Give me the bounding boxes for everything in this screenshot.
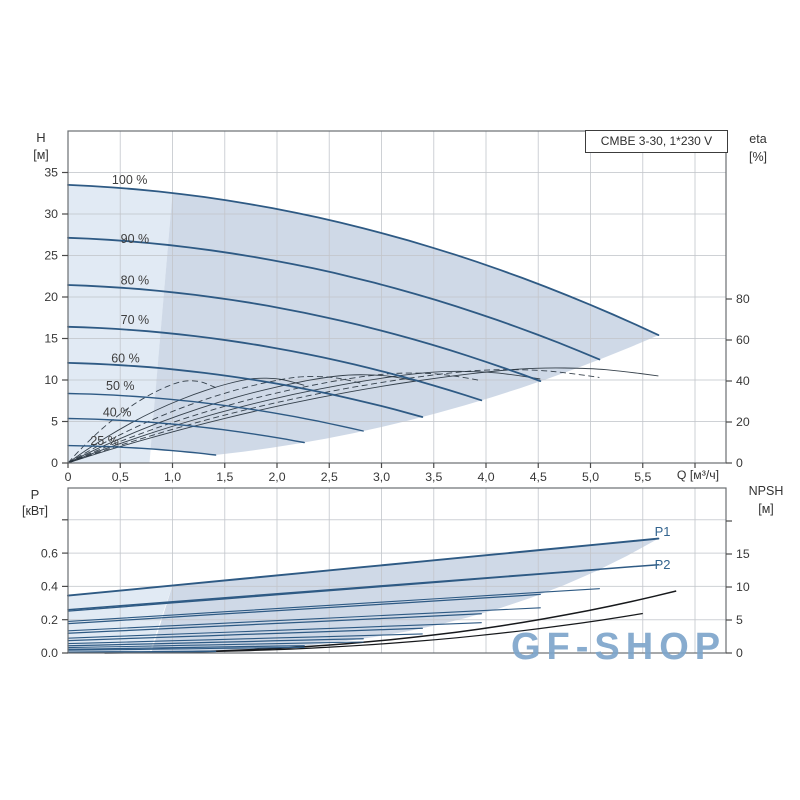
h-tick-label: 15 [44, 332, 58, 346]
eta-tick-label: 40 [736, 374, 750, 388]
q-tick-label: 0 [65, 470, 72, 484]
p1-label: P1 [655, 524, 671, 539]
npsh-tick-label: 5 [736, 613, 743, 627]
eta-curve-80% [67, 370, 541, 464]
top-speed-curves [67, 184, 660, 456]
bottom-axes: 0.0 0.2 0.4 0.6 0 5 10 15 [41, 487, 750, 660]
top-axes: 0 5 10 15 20 25 30 35 0 20 40 60 80 0 0,5 1,0 1,5 2,0 2,5 3… [44, 130, 750, 484]
eta-curve-90% [67, 369, 600, 464]
right-axis-name-eta: eta [749, 132, 767, 146]
pump-curve-80% [67, 284, 542, 382]
top-speed-labels: 100 % 90 % 80 % 70 % 60 % 50 % 40 % 25 % [90, 173, 149, 448]
right-axis-name-NPSH: NPSH [748, 484, 784, 498]
q-tick-label: 4,5 [530, 470, 547, 484]
left-axis-unit-m: [м] [33, 148, 49, 162]
pump-curve-60% [67, 362, 424, 418]
h-tick-label: 20 [44, 290, 58, 304]
p2-curve-speed-0.5 [67, 641, 364, 649]
left-axis-name-P: P [30, 487, 40, 502]
pump-curve-100% [67, 184, 660, 336]
p1-curve-speed-0.8 [67, 593, 541, 625]
chart-title-box: CMBE 3-30, 1*230 V [585, 130, 728, 153]
q-tick-label: 0,5 [112, 470, 129, 484]
q-tick-label: 3,5 [425, 470, 442, 484]
p-tick-label: 0.0 [41, 646, 58, 660]
speed-label-80%: 80 % [121, 273, 150, 287]
right-axis-unit-m: [м] [758, 502, 774, 516]
bottom-chart-frame [67, 487, 727, 654]
p-tick-label: 0.6 [41, 546, 58, 560]
speed-label-100%: 100 % [112, 173, 147, 187]
x-axis-label-Q: Q [м³/ч] [676, 468, 720, 482]
p2-curve-speed-0.8 [67, 607, 541, 632]
q-tick-label: 5,5 [634, 470, 651, 484]
speed-label-25%: 25 % [90, 434, 119, 448]
p1-curve-speed-0.4 [67, 645, 305, 650]
q-tick-label: 1,0 [164, 470, 181, 484]
h-tick-label: 25 [44, 249, 58, 263]
bottom-gridlines [68, 488, 726, 653]
speed-label-70%: 70 % [121, 313, 150, 327]
h-tick-label: 30 [44, 207, 58, 221]
speed-label-40%: 40 % [103, 405, 132, 419]
left-axis-name-H: H [36, 130, 46, 145]
pump-curve-40% [67, 417, 305, 444]
eta-tick-label: 60 [736, 333, 750, 347]
q-tick-label: 5,0 [582, 470, 599, 484]
shop-watermark: GF-SHOP [511, 626, 727, 668]
p2-curve-speed-0.9 [67, 588, 600, 622]
p1-curve-speed-0.7 [67, 613, 482, 634]
npsh-tick-label: 15 [736, 547, 750, 561]
p-tick-label: 0.2 [41, 613, 58, 627]
eta-curve-25% [67, 380, 216, 464]
q-tick-label: 1,5 [216, 470, 233, 484]
q-tick-label: 2,5 [321, 470, 338, 484]
npsh-tick-label: 10 [736, 580, 750, 594]
right-axis-unit-pct: [%] [748, 150, 768, 164]
pump-curve-90% [67, 236, 601, 361]
p-tick-label: 0.4 [41, 580, 58, 594]
power-curve-labels: P1 P2 [655, 524, 671, 572]
q-tick-label: 3,0 [373, 470, 390, 484]
power-curves [67, 537, 660, 653]
p2-curve-speed-0.25 [67, 651, 217, 653]
eta-curve-40% [67, 377, 305, 464]
h-tick-label: 0 [51, 456, 58, 470]
p2-label: P2 [655, 557, 671, 572]
speed-label-50%: 50 % [106, 379, 135, 393]
pump-curve-25% [67, 444, 217, 456]
p1-curve-speed-0.6 [67, 627, 423, 642]
h-tick-label: 10 [44, 373, 58, 387]
top-eta-curves [67, 367, 659, 464]
envelope-dark-region [150, 193, 659, 455]
eta-curve-60% [67, 374, 423, 464]
p1-curve-speed-0.5 [67, 638, 364, 647]
pump-curve-70% [67, 325, 483, 402]
h-tick-label: 35 [44, 166, 58, 180]
p2-curve-speed-0.7 [67, 622, 482, 639]
p1-curve-speed-1 [67, 537, 660, 597]
top-gridlines [68, 131, 726, 463]
eta-curve-50% [67, 376, 364, 464]
eta-tick-label: 20 [736, 415, 750, 429]
npsh-tick-label: 0 [736, 646, 743, 660]
q-tick-label: 2,0 [268, 470, 285, 484]
pump-curve-50% [67, 392, 364, 432]
speed-label-90%: 90 % [121, 232, 150, 246]
eta-curve-100% [67, 367, 659, 464]
q-tick-label: 4,0 [477, 470, 494, 484]
p2-curve-speed-0.4 [67, 646, 305, 651]
left-axis-unit-kW: [кВт] [21, 504, 49, 518]
speed-label-60%: 60 % [111, 351, 140, 365]
eta-tick-label: 0 [736, 456, 743, 470]
h-tick-label: 5 [51, 415, 58, 429]
p2-curve-speed-0.6 [67, 633, 423, 645]
p1-curve-speed-0.9 [67, 568, 601, 612]
eta-tick-label: 80 [736, 292, 750, 306]
